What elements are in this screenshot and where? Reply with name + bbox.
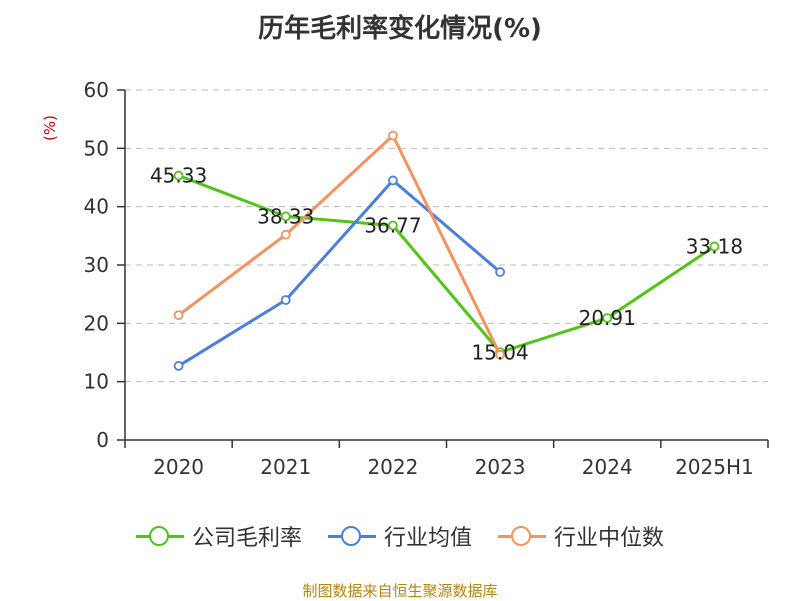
y-tick-label: 20	[84, 311, 109, 335]
x-tick-label: 2022	[367, 455, 418, 479]
legend-item-company-margin[interactable]: 公司毛利率	[135, 520, 302, 552]
data-point	[602, 313, 613, 323]
x-tick-label: 2023	[475, 455, 526, 479]
data-point	[280, 211, 291, 222]
data-point	[173, 361, 184, 371]
y-tick-label: 10	[84, 370, 109, 394]
chart-title: 历年毛利率变化情况(%)	[258, 14, 542, 44]
y-tick-label: 40	[84, 195, 109, 219]
data-point	[495, 349, 505, 360]
legend-swatch-company-margin	[135, 526, 184, 546]
series-layer	[173, 130, 720, 371]
x-tick-label: 2025H1	[675, 455, 754, 479]
grid-layer	[125, 89, 768, 383]
data-point	[495, 267, 505, 277]
legend-swatch-industry-mean	[327, 526, 376, 546]
y-tick-label: 50	[84, 136, 109, 160]
data-point	[388, 175, 398, 186]
data-label: 20.91	[579, 306, 636, 330]
data-point	[388, 130, 398, 141]
legend-label-industry-median: 行业中位数	[554, 526, 665, 551]
y-tick-label: 60	[84, 78, 109, 102]
label-layer: 45.33 38.33 36.77 15.04 20.91 33.18	[150, 164, 743, 365]
y-tick-label: 30	[84, 253, 109, 277]
data-label: 45.33	[150, 164, 207, 188]
data-point	[709, 241, 720, 252]
legend-label-industry-mean: 行业均值	[383, 526, 472, 551]
series-line-1	[177, 178, 502, 368]
x-tick-label: 2021	[260, 455, 311, 479]
data-point	[173, 170, 184, 181]
legend-item-industry-mean[interactable]: 行业均值	[327, 520, 472, 552]
data-label: 36.77	[364, 214, 421, 238]
axis-layer: 0 10 20 30 40 50 60 2020 2021 2022 2023 2024 2025H1	[84, 78, 769, 479]
data-point	[173, 310, 184, 321]
legend-item-industry-median[interactable]: 行业中位数	[498, 520, 664, 552]
data-label: 38.33	[257, 204, 314, 228]
series-line-2	[177, 134, 502, 356]
data-point	[388, 220, 398, 231]
x-tick-label: 2024	[582, 455, 633, 479]
legend-label-company-margin: 公司毛利率	[191, 526, 302, 551]
y-tick-label: 0	[96, 428, 109, 452]
legend-swatch-industry-median	[498, 526, 546, 546]
series-line-0	[178, 174, 716, 354]
x-tick-label: 2020	[153, 455, 204, 479]
data-label: 15.04	[471, 340, 528, 364]
data-label: 33.18	[686, 234, 743, 258]
data-point	[280, 295, 291, 305]
data-source-note: 制图数据来自恒生聚源数据库	[302, 582, 498, 600]
legend: 公司毛利率 行业均值 行业中位数	[0, 520, 800, 552]
data-point	[280, 229, 291, 240]
